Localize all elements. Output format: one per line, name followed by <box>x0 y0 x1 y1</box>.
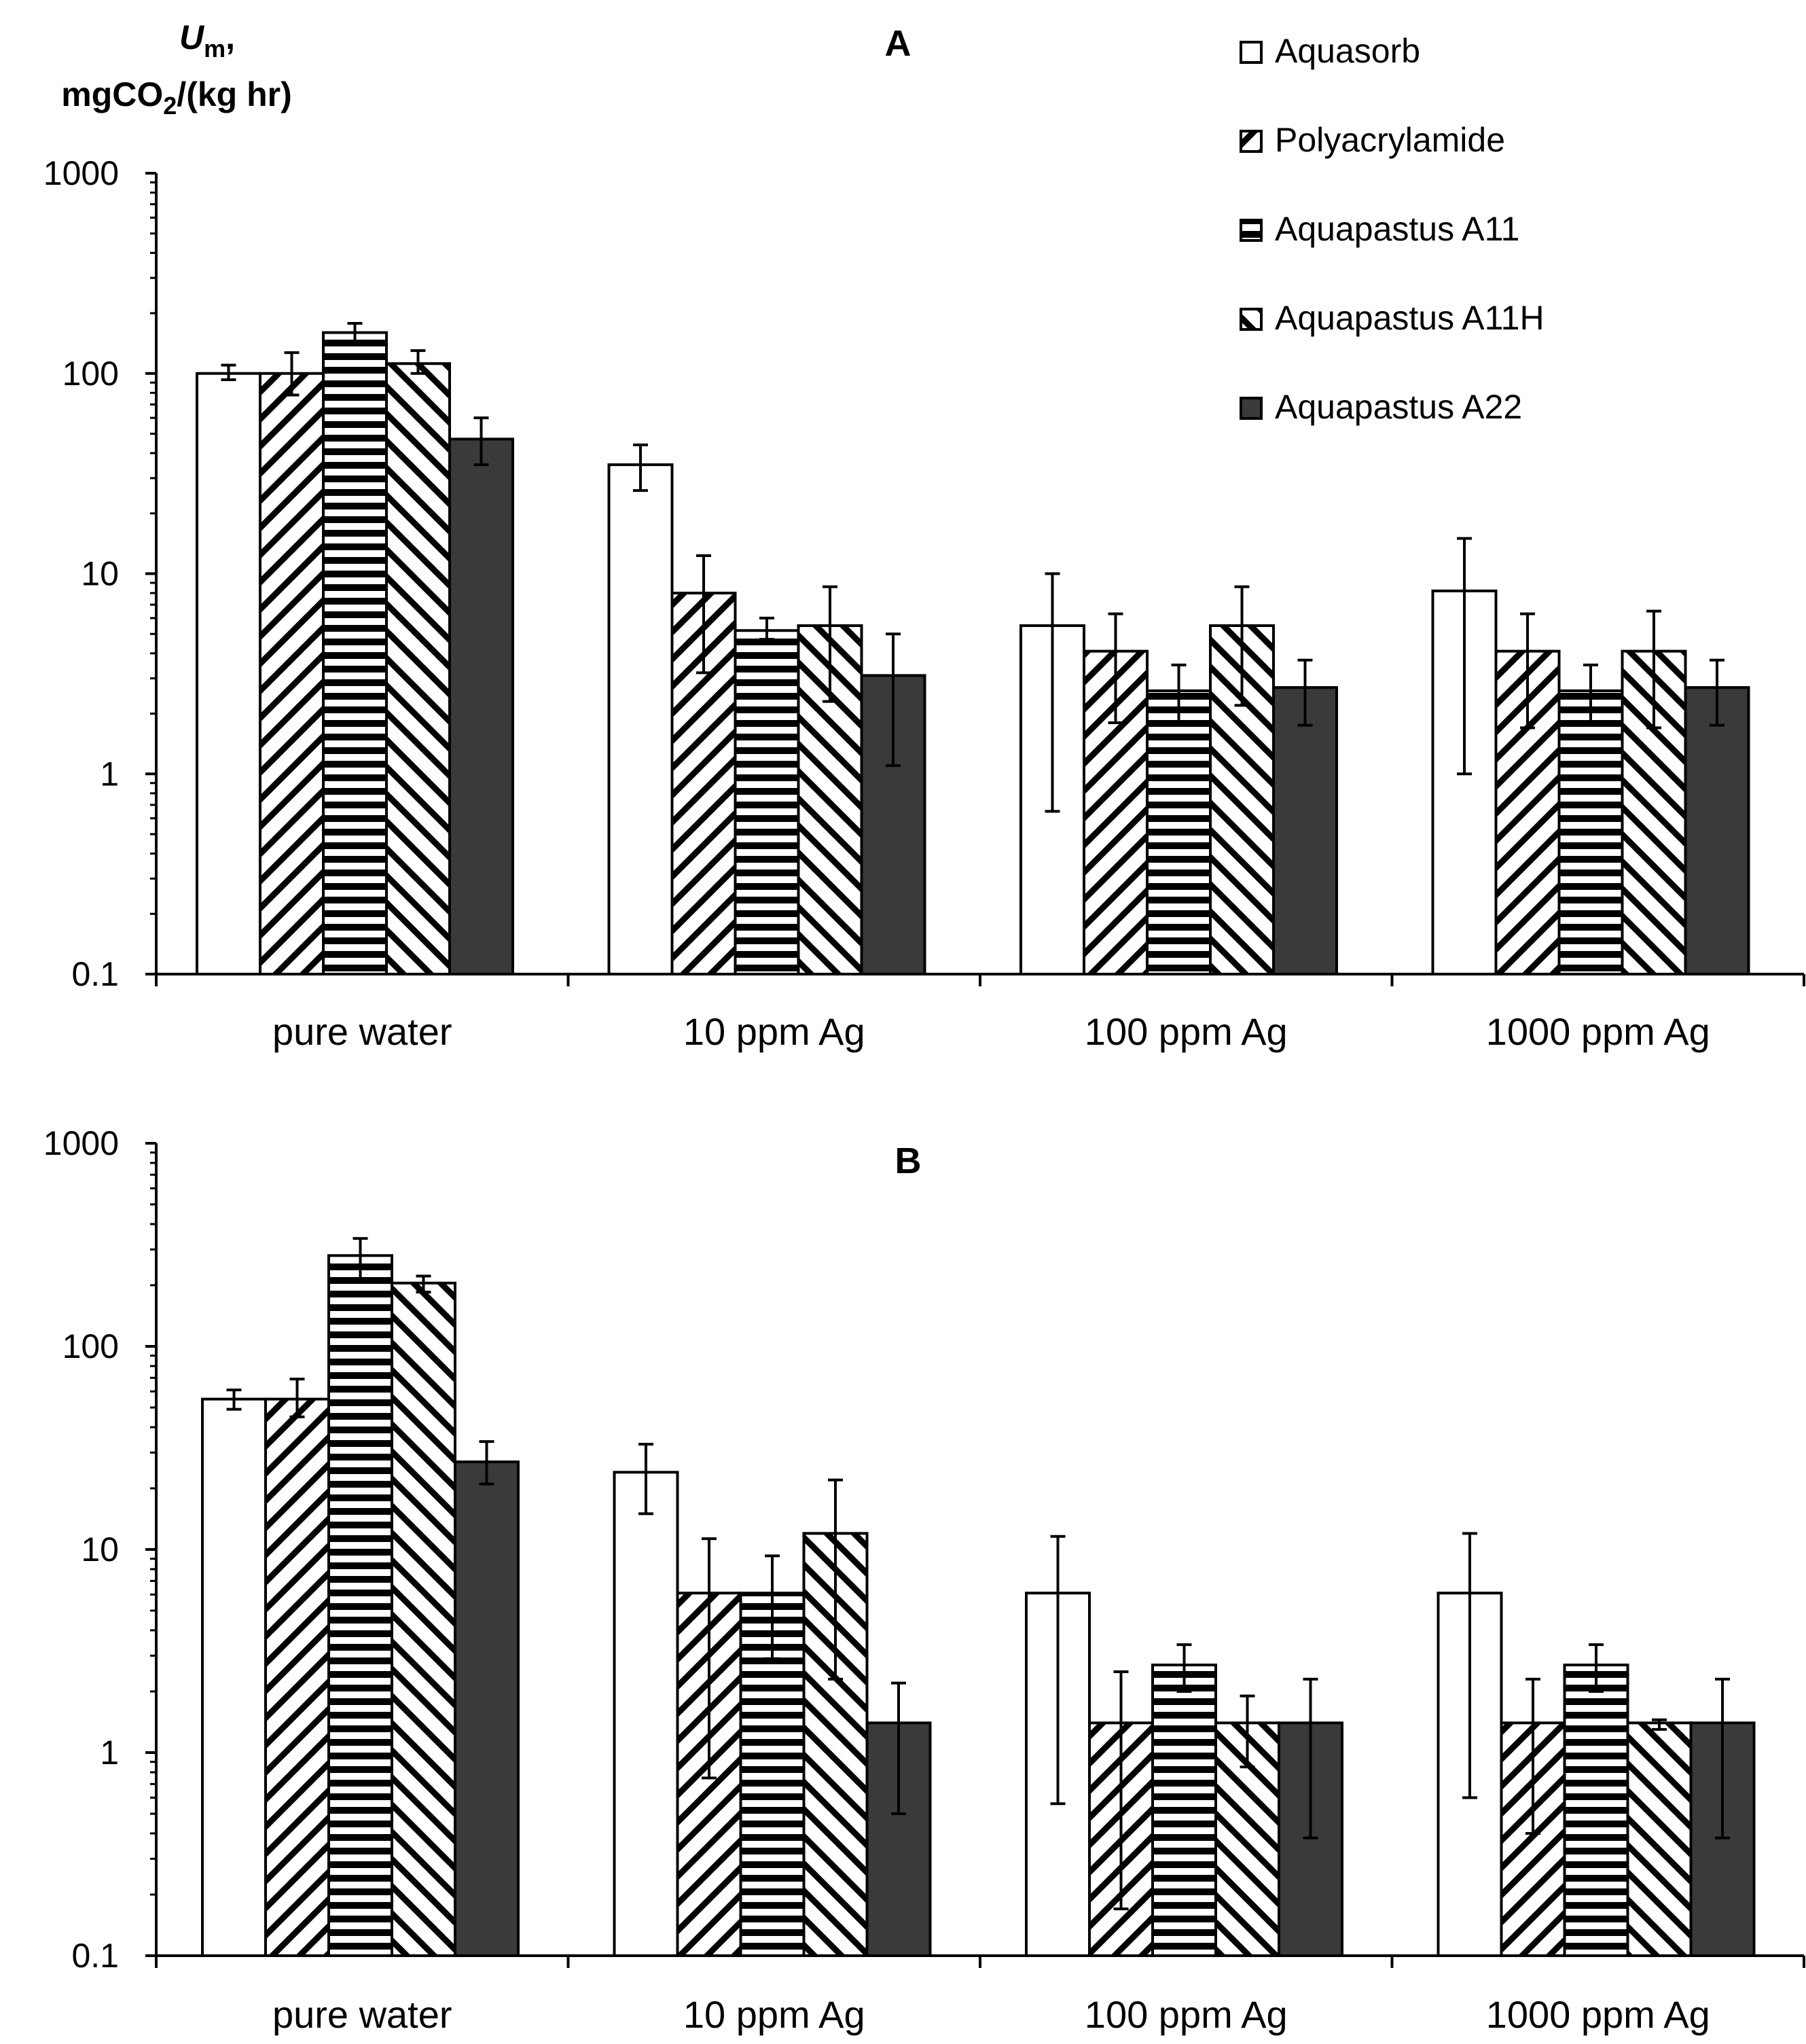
legend-label: Aquapastus A22 <box>1275 388 1522 426</box>
bar-aquasorb <box>613 1471 679 1958</box>
bar-polyacrylamide <box>264 1397 330 1958</box>
bar-aquapastus-a11 <box>1146 689 1212 975</box>
legend: Aquasorb Polyacrylamide Aquapastus A11 Aqua… <box>1240 32 1545 426</box>
svg-text:Um,: Um, <box>179 18 235 62</box>
y-label-units-post: /(kg hr) <box>177 75 291 113</box>
y-label-symbol: U <box>179 18 205 56</box>
svg-text:mgCO2/(kg hr): mgCO2/(kg hr) <box>61 75 291 120</box>
x-tick-label: 1000 ppm Ag <box>1486 1993 1710 2036</box>
panel-b-title: B <box>895 1141 922 1181</box>
bar-aquapastus-a11h <box>1626 1721 1693 1957</box>
x-tick-label: 1000 ppm Ag <box>1486 1010 1710 1053</box>
y-tick-label: 10 <box>81 555 119 593</box>
legend-swatch <box>1240 219 1263 242</box>
bar-aquapastus-a11h <box>391 1281 456 1958</box>
x-tick-label: 100 ppm Ag <box>1085 1993 1288 2036</box>
bar-aquapastus-a11h <box>385 362 451 975</box>
bar-aquapastus-a11 <box>1563 1664 1629 1957</box>
x-tick-label: 100 ppm Ag <box>1085 1010 1288 1053</box>
x-tick-label: 10 ppm Ag <box>683 1010 865 1053</box>
bar-aquasorb <box>196 372 261 975</box>
legend-swatch <box>1240 41 1263 64</box>
legend-swatch <box>1240 397 1263 420</box>
y-tick-label: 1 <box>100 755 119 793</box>
panel-b: 0.1 1 10 100 1000 pure water 10 ppm Ag 100 ppm … <box>43 1124 1805 2036</box>
bar-aquasorb <box>201 1397 267 1958</box>
legend-label: Aquapastus A11H <box>1275 299 1545 337</box>
bar-aquapastus-a22 <box>1684 686 1750 975</box>
y-tick-label: 0.1 <box>71 955 119 993</box>
x-tick-label: pure water <box>272 1010 452 1053</box>
legend-label: Polyacrylamide <box>1275 121 1505 159</box>
bar-aquapastus-a22 <box>1272 686 1338 975</box>
y-label-units-sub: 2 <box>163 92 177 120</box>
x-tick-label: pure water <box>272 1993 452 2036</box>
bar-aquapastus-a22 <box>448 437 514 975</box>
y-tick-label: 1000 <box>43 1124 119 1162</box>
y-label-units-pre: mgCO <box>61 75 163 113</box>
bar-polyacrylamide <box>259 372 325 975</box>
bar-aquapastus-a11 <box>322 331 388 975</box>
bar-aquapastus-a22 <box>454 1460 520 1957</box>
bar-aquasorb <box>607 463 674 975</box>
panel-b-bars: 0.1 1 10 100 1000 pure water 10 ppm Ag 100 ppm … <box>43 1124 1805 2036</box>
y-tick-label: 100 <box>62 1327 119 1365</box>
y-label-suffix: , <box>225 18 235 56</box>
y-label-subscript: m <box>204 35 225 62</box>
bar-aquapastus-a11 <box>1557 689 1624 975</box>
x-tick-label: 10 ppm Ag <box>683 1993 865 2036</box>
y-tick-label: 1000 <box>43 154 119 192</box>
bar-aquapastus-a11 <box>1151 1664 1217 1957</box>
legend-label: Aquasorb <box>1275 32 1420 70</box>
y-tick-label: 0.1 <box>71 1937 119 1975</box>
panel-a-bars: 0.1 1 10 100 1000 pure water 10 ppm Ag 100 ppm … <box>43 154 1805 1053</box>
y-tick-label: 1 <box>100 1734 119 1772</box>
panel-a: 0.1 1 10 100 1000 pure water 10 ppm Ag 100 ppm … <box>43 23 1805 1053</box>
bar-aquapastus-a11 <box>734 629 800 975</box>
y-tick-label: 10 <box>81 1530 119 1568</box>
bar-aquapastus-a11 <box>327 1254 393 1957</box>
legend-swatch <box>1240 130 1263 153</box>
panel-a-title: A <box>885 23 911 64</box>
legend-swatch <box>1240 308 1263 331</box>
legend-label: Aquapastus A11 <box>1275 210 1519 248</box>
y-tick-label: 100 <box>62 355 119 393</box>
y-axis-label: Um, mgCO2/(kg hr) <box>61 18 291 120</box>
